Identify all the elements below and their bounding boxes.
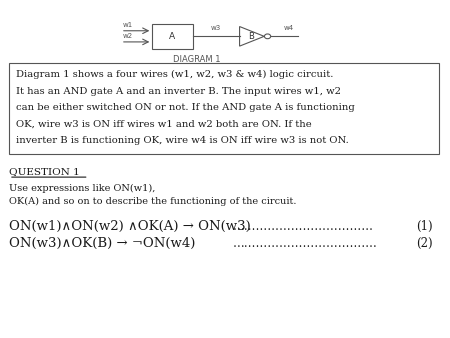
Text: ON(w3)∧OK(B) → ¬ON(w4): ON(w3)∧OK(B) → ¬ON(w4) [9, 237, 195, 249]
Text: DIAGRAM 1: DIAGRAM 1 [173, 55, 221, 64]
Text: It has an AND gate A and an inverter B. The input wires w1, w2: It has an AND gate A and an inverter B. … [16, 87, 341, 96]
Text: OK, wire w3 is ON iff wires w1 and w2 both are ON. If the: OK, wire w3 is ON iff wires w1 and w2 bo… [16, 120, 311, 129]
Text: B: B [248, 32, 254, 41]
Circle shape [265, 34, 271, 39]
Text: QUESTION 1: QUESTION 1 [9, 167, 80, 176]
Text: Diagram 1 shows a four wires (w1, w2, w3 & w4) logic circuit.: Diagram 1 shows a four wires (w1, w2, w3… [16, 70, 333, 79]
Text: w4: w4 [284, 25, 294, 31]
Text: ………………………………: ……………………………… [233, 220, 374, 233]
Text: ……………………………….: ………………………………. [233, 237, 378, 249]
Text: inverter B is functioning OK, wire w4 is ON iff wire w3 is not ON.: inverter B is functioning OK, wire w4 is… [16, 136, 348, 145]
Bar [152, 24, 193, 49]
Polygon shape [239, 27, 264, 46]
Text: (1): (1) [416, 220, 433, 233]
Text: can be either switched ON or not. If the AND gate A is functioning: can be either switched ON or not. If the… [16, 103, 355, 112]
Text: w1: w1 [123, 22, 133, 28]
Text: ON(w1)∧ON(w2) ∧OK(A) → ON(w3): ON(w1)∧ON(w2) ∧OK(A) → ON(w3) [9, 220, 251, 233]
Text: Use expressions like ON(w1),: Use expressions like ON(w1), [9, 184, 155, 193]
Text: A: A [169, 32, 176, 41]
Bar [9, 63, 439, 154]
Text: OK(A) and so on to describe the functioning of the circuit.: OK(A) and so on to describe the function… [9, 197, 297, 206]
Text: w2: w2 [123, 33, 133, 39]
Text: (2): (2) [416, 237, 433, 249]
Text: w3: w3 [211, 25, 221, 31]
